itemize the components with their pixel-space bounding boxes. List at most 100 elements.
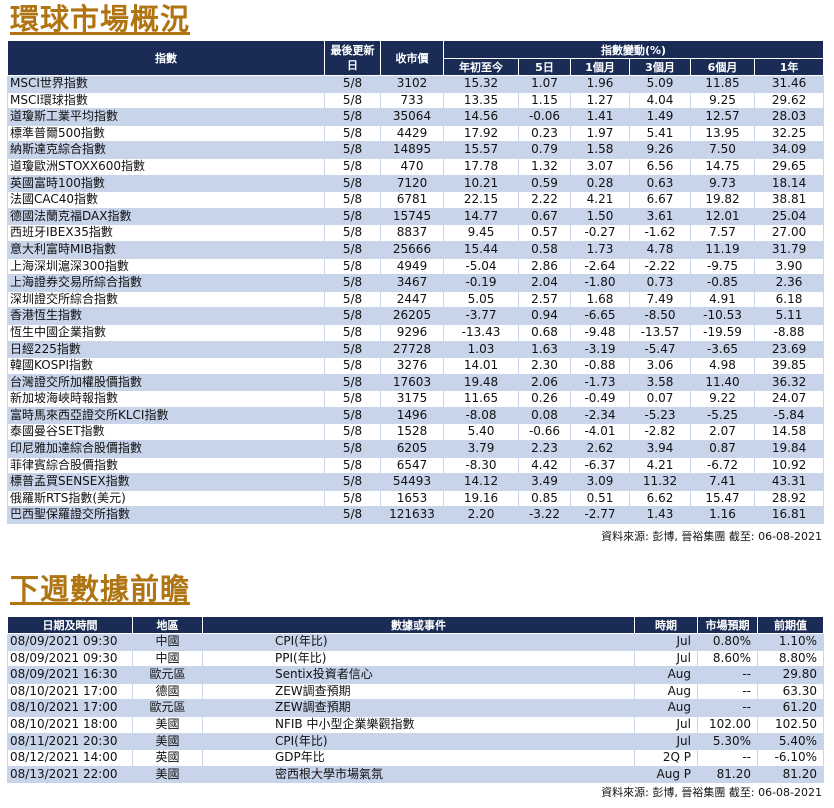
header-ytd: 年初至今 (443, 58, 519, 76)
event-forecast: 5.30% (697, 732, 758, 751)
event-datetime: 08/09/2021 16:30 (7, 666, 133, 684)
event-region: 歐元區 (132, 666, 203, 684)
1m-change: 3.07 (570, 157, 630, 176)
event-period: Jul (634, 715, 698, 734)
last-update: 5/8 (324, 157, 381, 176)
last-update: 5/8 (324, 307, 381, 325)
event-period: Aug (634, 666, 698, 684)
ytd-change: 5.05 (443, 290, 519, 309)
1m-change: 1.27 (570, 91, 630, 110)
index-name: 納斯達克綜合指數 (7, 141, 325, 159)
header-close: 收市價 (380, 40, 444, 76)
ytd-change: 10.21 (443, 174, 519, 193)
5d-change: 1.07 (518, 75, 571, 93)
header-event: 數據或事件 (202, 616, 635, 634)
3m-change: -1.62 (629, 224, 691, 242)
5d-change: 0.79 (518, 141, 571, 159)
1y-change: 6.18 (753, 290, 825, 309)
6m-change: 4.98 (690, 357, 755, 375)
3m-change: 0.73 (629, 274, 691, 292)
event-datetime: 08/10/2021 18:00 (7, 715, 133, 734)
index-name: 印尼雅加達綜合股價指數 (7, 440, 325, 458)
5d-change: 0.26 (518, 390, 571, 408)
3m-change: 1.49 (629, 108, 691, 126)
6m-change: 12.01 (690, 207, 755, 226)
event-previous: -6.10% (757, 749, 824, 767)
3m-change: -8.50 (629, 307, 691, 325)
3m-change: 7.49 (629, 290, 691, 309)
6m-change: -3.65 (690, 340, 755, 359)
3m-change: 11.32 (629, 473, 691, 491)
6m-change: 7.57 (690, 224, 755, 242)
index-name: 台灣證交所加權股價指數 (7, 373, 325, 392)
3m-change: 3.58 (629, 373, 691, 392)
index-name: 日經225指數 (7, 340, 325, 359)
index-name: 富時馬來西亞證交所KLCI指數 (7, 406, 325, 425)
index-name: 標準普爾500指數 (7, 124, 325, 143)
events-table: 日期及時間 地區 數據或事件 時期 市場預期 前期值 08/09/2021 09… (7, 616, 824, 784)
ytd-change: -8.30 (443, 456, 519, 475)
close-price: 17603 (380, 373, 444, 392)
header-3m: 3個月 (629, 58, 691, 76)
header-forecast: 市場預期 (697, 616, 758, 634)
event-region: 中國 (132, 649, 203, 668)
1y-change: 2.36 (753, 274, 825, 292)
last-update: 5/8 (324, 224, 381, 242)
market-table: 指數 最後更新日 收市價 指數變動(%) 年初至今 5日 1個月 3個月 6個月… (7, 40, 825, 525)
last-update: 5/8 (324, 257, 381, 276)
3m-change: 3.94 (629, 440, 691, 458)
event-row: 08/13/2021 22:00 美國 密西根大學市場氣氛 Aug P 81.20 81.… (7, 765, 824, 784)
ytd-change: -3.77 (443, 307, 519, 325)
1y-change: 27.00 (753, 224, 825, 242)
index-name: 道瓊斯工業平均指數 (7, 108, 325, 126)
event-previous: 8.80% (757, 649, 824, 668)
close-price: 1653 (380, 489, 444, 508)
6m-change: 0.87 (690, 440, 755, 458)
6m-change: 7.41 (690, 473, 755, 491)
6m-change: 15.47 (690, 489, 755, 508)
event-previous: 81.20 (757, 765, 824, 784)
index-name: 香港恆生指數 (7, 307, 325, 325)
event-name: CPI(年比) (202, 633, 635, 651)
1m-change: 1.68 (570, 290, 630, 309)
5d-change: 2.06 (518, 373, 571, 392)
5d-change: 0.58 (518, 240, 571, 259)
event-period: Aug (634, 682, 698, 701)
event-name: CPI(年比) (202, 732, 635, 751)
ytd-change: 5.40 (443, 423, 519, 442)
event-previous: 1.10% (757, 633, 824, 651)
market-row: 俄羅斯RTS指數(美元) 5/8 1653 19.16 0.85 0.51 6.62 15.4… (7, 489, 825, 508)
market-row: 菲律賓綜合股價指數 5/8 6547 -8.30 4.42 -6.37 4.21 -6.72 1… (7, 456, 825, 475)
5d-change: 2.23 (518, 440, 571, 458)
event-region: 美國 (132, 765, 203, 784)
1y-change: 32.25 (753, 124, 825, 143)
6m-change: -10.53 (690, 307, 755, 325)
close-price: 14895 (380, 141, 444, 159)
event-name: ZEW調查預期 (202, 699, 635, 717)
event-row: 08/10/2021 17:00 德國 ZEW調查預期 Aug -- 63.30 (7, 682, 824, 701)
1y-change: 24.07 (753, 390, 825, 408)
last-update: 5/8 (324, 174, 381, 193)
1m-change: 0.51 (570, 489, 630, 508)
market-row: 英國富時100指數 5/8 7120 10.21 0.59 0.28 0.63 9.73 18.… (7, 174, 825, 193)
3m-change: -5.23 (629, 406, 691, 425)
close-price: 35064 (380, 108, 444, 126)
event-region: 英國 (132, 749, 203, 767)
header-previous: 前期值 (757, 616, 824, 634)
event-period: Jul (634, 633, 698, 651)
5d-change: 3.49 (518, 473, 571, 491)
close-price: 6781 (380, 191, 444, 209)
event-forecast: 81.20 (697, 765, 758, 784)
3m-change: 3.06 (629, 357, 691, 375)
6m-change: -19.59 (690, 323, 755, 342)
6m-change: 1.16 (690, 506, 755, 525)
1y-change: 28.03 (753, 108, 825, 126)
index-name: 巴西聖保羅證交所指數 (7, 506, 325, 525)
event-datetime: 08/10/2021 17:00 (7, 699, 133, 717)
5d-change: 0.68 (518, 323, 571, 342)
event-row: 08/09/2021 09:30 中國 CPI(年比) Jul 0.80% 1.10% (7, 633, 824, 651)
event-datetime: 08/13/2021 22:00 (7, 765, 133, 784)
1y-change: 18.14 (753, 174, 825, 193)
3m-change: -2.82 (629, 423, 691, 442)
3m-change: 6.62 (629, 489, 691, 508)
